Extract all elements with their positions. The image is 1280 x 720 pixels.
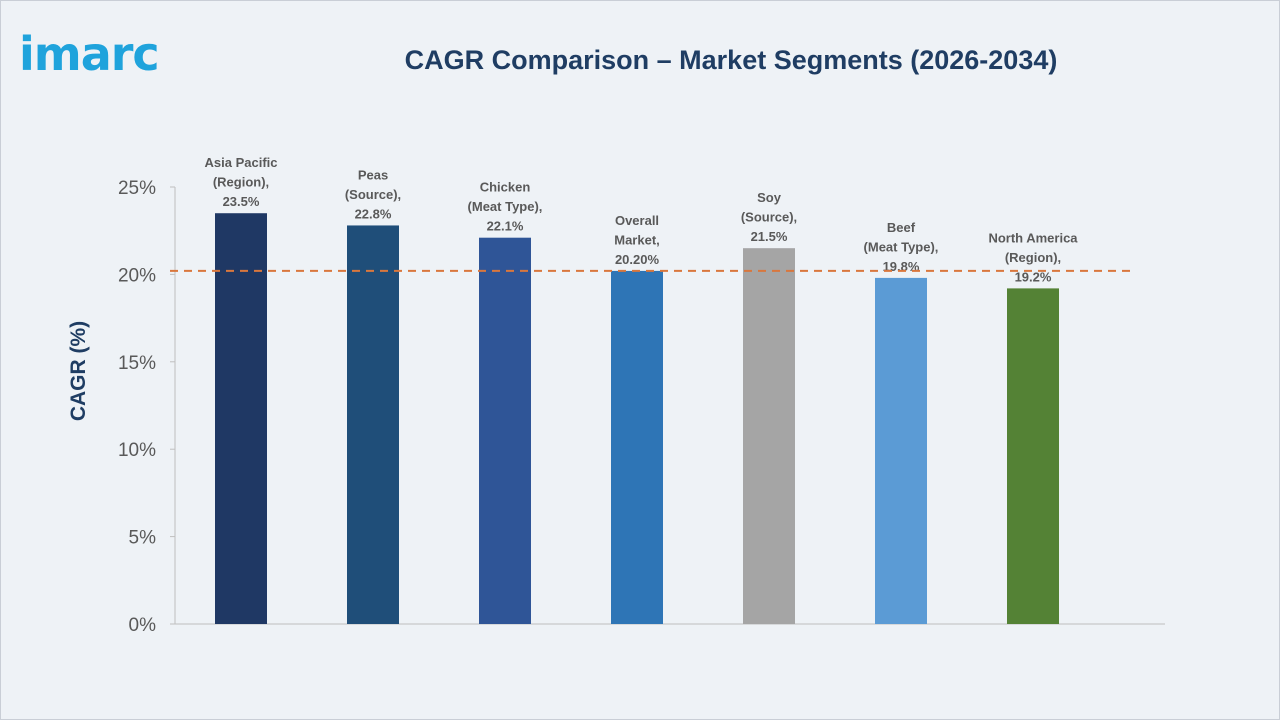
data-label: Beef — [887, 220, 916, 235]
bar — [347, 225, 399, 624]
data-label: Soy — [757, 190, 782, 205]
y-tick-label: 20% — [118, 265, 156, 286]
data-label: Asia Pacific — [205, 155, 278, 170]
data-label: 23.5% — [223, 194, 260, 209]
y-tick-label: 0% — [129, 615, 157, 636]
y-tick-label: 10% — [118, 440, 156, 461]
data-label: 21.5% — [751, 229, 788, 244]
data-label: (Region), — [213, 175, 269, 190]
data-label: (Source), — [741, 210, 797, 225]
data-label: 22.8% — [355, 206, 392, 221]
bar — [875, 277, 927, 624]
data-label: Overall — [615, 213, 659, 228]
data-label: (Meat Type), — [864, 239, 939, 254]
data-label: (Source), — [345, 187, 401, 202]
data-label: Chicken — [480, 180, 531, 195]
data-label: 19.2% — [1015, 269, 1052, 284]
y-tick-label: 25% — [118, 178, 156, 199]
imarc-logo: imarc — [19, 27, 160, 81]
data-label: Market, — [614, 232, 660, 247]
bar — [743, 248, 795, 624]
data-label: (Region), — [1005, 250, 1061, 265]
data-label: Peas — [358, 167, 388, 182]
bar — [215, 213, 267, 624]
bar — [611, 270, 663, 624]
bar — [479, 237, 531, 624]
y-tick-label: 5% — [129, 528, 157, 549]
bar — [1007, 288, 1059, 624]
y-tick-label: 15% — [118, 353, 156, 374]
data-label: 22.1% — [487, 219, 524, 234]
data-label: (Meat Type), — [468, 199, 543, 214]
chart-title: CAGR Comparison – Market Segments (2026-… — [404, 45, 1058, 75]
data-label: North America — [988, 230, 1078, 245]
data-label: 20.20% — [615, 252, 660, 267]
